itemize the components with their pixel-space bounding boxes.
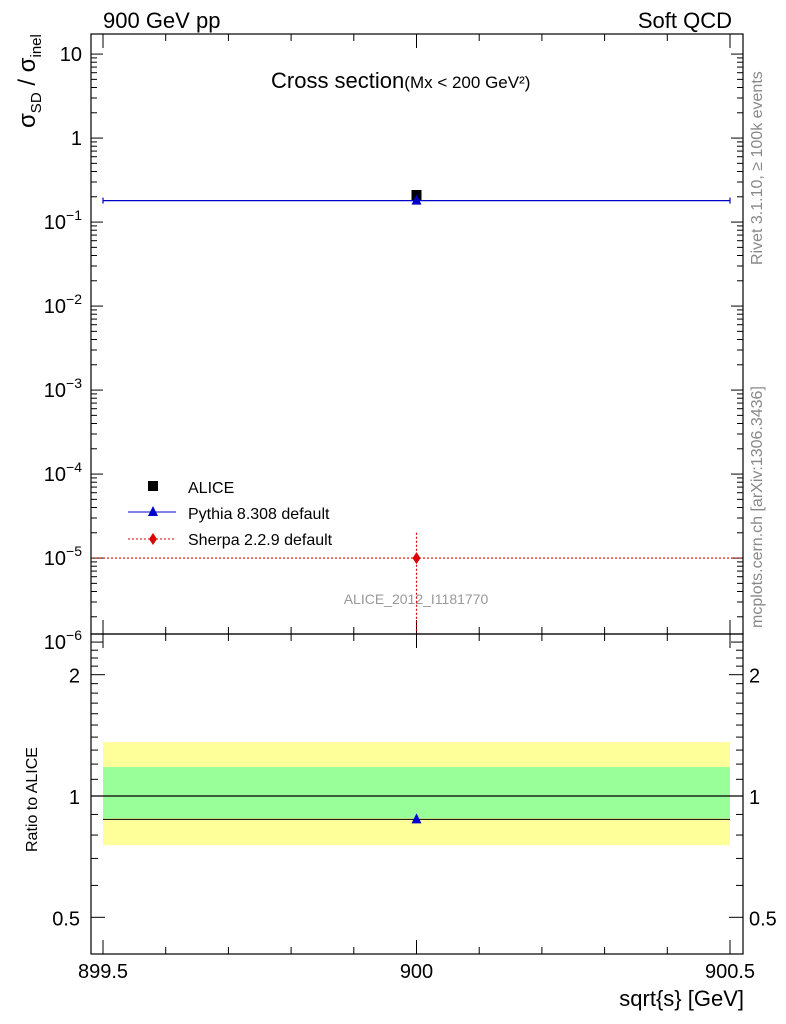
x-tick-label: 900 [400, 961, 433, 983]
sherpa-point [412, 552, 421, 565]
process-label: Soft QCD [638, 8, 732, 33]
energy-label: 900 GeV pp [103, 8, 220, 33]
y-tick-label: 10−5 [44, 543, 82, 570]
y-tick-label: 1 [71, 128, 82, 150]
ratio-plot-frame [90, 633, 744, 955]
legend-label-alice: ALICE [188, 480, 234, 497]
legend-marker-sherpa [149, 533, 157, 545]
y-tick-label: 10 [60, 44, 82, 66]
legend-label-pythia: Pythia 8.308 default [188, 506, 330, 523]
legend: ALICE Pythia 8.308 default Sherpa 2.2.9 … [128, 480, 333, 549]
ratio-ylabel: Ratio to ALICE [24, 747, 41, 852]
ratio-y-tick-label: 2 [69, 666, 80, 688]
analysis-watermark: ALICE_2012_I1181770 [344, 591, 489, 607]
y-tick-label: 10−2 [44, 291, 82, 318]
y-tick-label: 10−6 [44, 627, 82, 654]
y-tick-label: 10−1 [44, 207, 82, 234]
chart-title-suffix: (Mx < 200 GeV²) [404, 73, 530, 92]
ratio-y-tick-label-right: 2 [749, 666, 760, 688]
ratio-y-tick-label-right: 1 [749, 787, 760, 809]
ratio-y-tick-label: 0.5 [52, 908, 80, 930]
legend-label-sherpa: Sherpa 2.2.9 default [188, 532, 333, 549]
y-tick-label: 10−4 [44, 459, 82, 486]
ratio-pythia-point [411, 813, 422, 824]
ratio-band-green [103, 767, 730, 819]
y-tick-label: 10−3 [44, 375, 82, 402]
chart-title-main: Cross section [271, 68, 404, 93]
x-tick-label: 900.5 [705, 961, 755, 983]
legend-marker-pythia [148, 506, 158, 516]
rivet-label: Rivet 3.1.10, ≥ 100k events [749, 71, 766, 265]
chart-marks: 10−6 10−5 10−4 10−3 10−2 10−1 1 10 899.5 900 900.5… [44, 34, 777, 983]
chart-title: Cross section(Mx < 200 GeV²) [271, 68, 530, 93]
xlabel: sqrt{s} [GeV] [619, 986, 744, 1011]
legend-marker-alice [148, 481, 158, 491]
pythia-point [411, 194, 422, 205]
x-tick-label: 899.5 [78, 961, 128, 983]
ratio-y-tick-label-right: 0.5 [749, 908, 777, 930]
mcplots-label: mcplots.cern.ch [arXiv:1306.3436] [749, 386, 766, 628]
ratio-y-tick-label: 1 [69, 787, 80, 809]
top-ylabel: σSD / σinel [14, 34, 45, 128]
